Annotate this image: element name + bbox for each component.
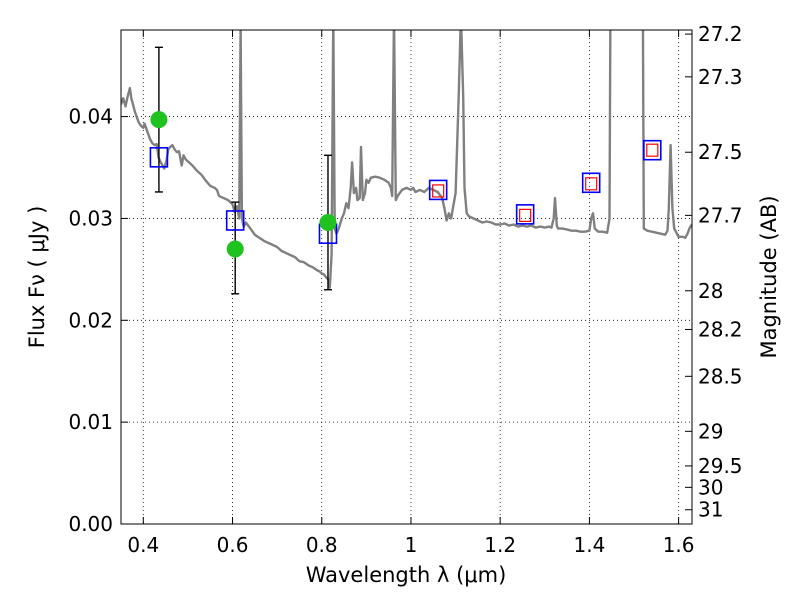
y-tick-label: 0.03 — [68, 206, 113, 230]
right-tick-label: 27.3 — [698, 65, 743, 89]
model-photometry-point — [428, 179, 448, 201]
y-tick-label: 0.01 — [68, 410, 113, 434]
right-tick-label: 27.5 — [698, 140, 743, 164]
inner-photometry-point — [432, 184, 445, 198]
x-tick-label: 0.6 — [217, 533, 249, 557]
plot-frame — [120, 29, 693, 525]
y-tick-label: 0.04 — [68, 105, 113, 129]
model-photometry-point — [581, 172, 601, 194]
model-photometry-point — [225, 210, 245, 231]
x-tick-label: 0.8 — [306, 533, 338, 557]
right-tick-label: 28 — [698, 279, 723, 303]
observed-point — [150, 111, 168, 129]
right-tick-label: 29.5 — [698, 454, 743, 478]
marker-layer — [149, 111, 662, 258]
inner-photometry-point — [646, 143, 659, 157]
right-tick-label: 27.7 — [698, 203, 743, 227]
right-tick-label: 27.2 — [698, 22, 743, 46]
x-tick-label: 0.4 — [127, 533, 159, 557]
right-tick-label: 29 — [698, 419, 723, 443]
model-spectrum-layer — [121, 30, 692, 289]
y-axis-label: Flux Fν ( μJy ) — [25, 206, 49, 349]
x-tick-label: 1.4 — [573, 533, 605, 557]
right-tick-label: 28.5 — [698, 364, 743, 388]
y-tick-label: 0.02 — [68, 308, 113, 332]
inner-photometry-point — [519, 208, 532, 222]
observed-point — [319, 214, 337, 232]
model-photometry-point — [642, 139, 662, 161]
inner-photometry-point — [585, 177, 598, 191]
x-tick-label: 1.2 — [484, 533, 516, 557]
x-tick-label: 1.6 — [663, 533, 695, 557]
x-axis-label: Wavelength λ (μm) — [306, 563, 507, 587]
x-tick-label: 1 — [405, 533, 418, 557]
tick-layer: 0.4 0.6 0.8 1 1.2 1.4 1.6 0.00 0.01 0.02 0.03 0.04 2… — [68, 22, 742, 557]
y-tick-label: 0.00 — [68, 512, 113, 536]
right-tick-label: 28.2 — [698, 317, 743, 341]
model-photometry-point — [515, 204, 535, 225]
right-tick-label: 31 — [698, 498, 723, 522]
right-axis-label: Magnitude (AB) — [757, 195, 781, 358]
model-spectrum-line — [121, 30, 692, 289]
right-tick-label: 30 — [698, 475, 723, 499]
observed-point — [226, 240, 244, 258]
model-photometry-point — [149, 147, 169, 168]
